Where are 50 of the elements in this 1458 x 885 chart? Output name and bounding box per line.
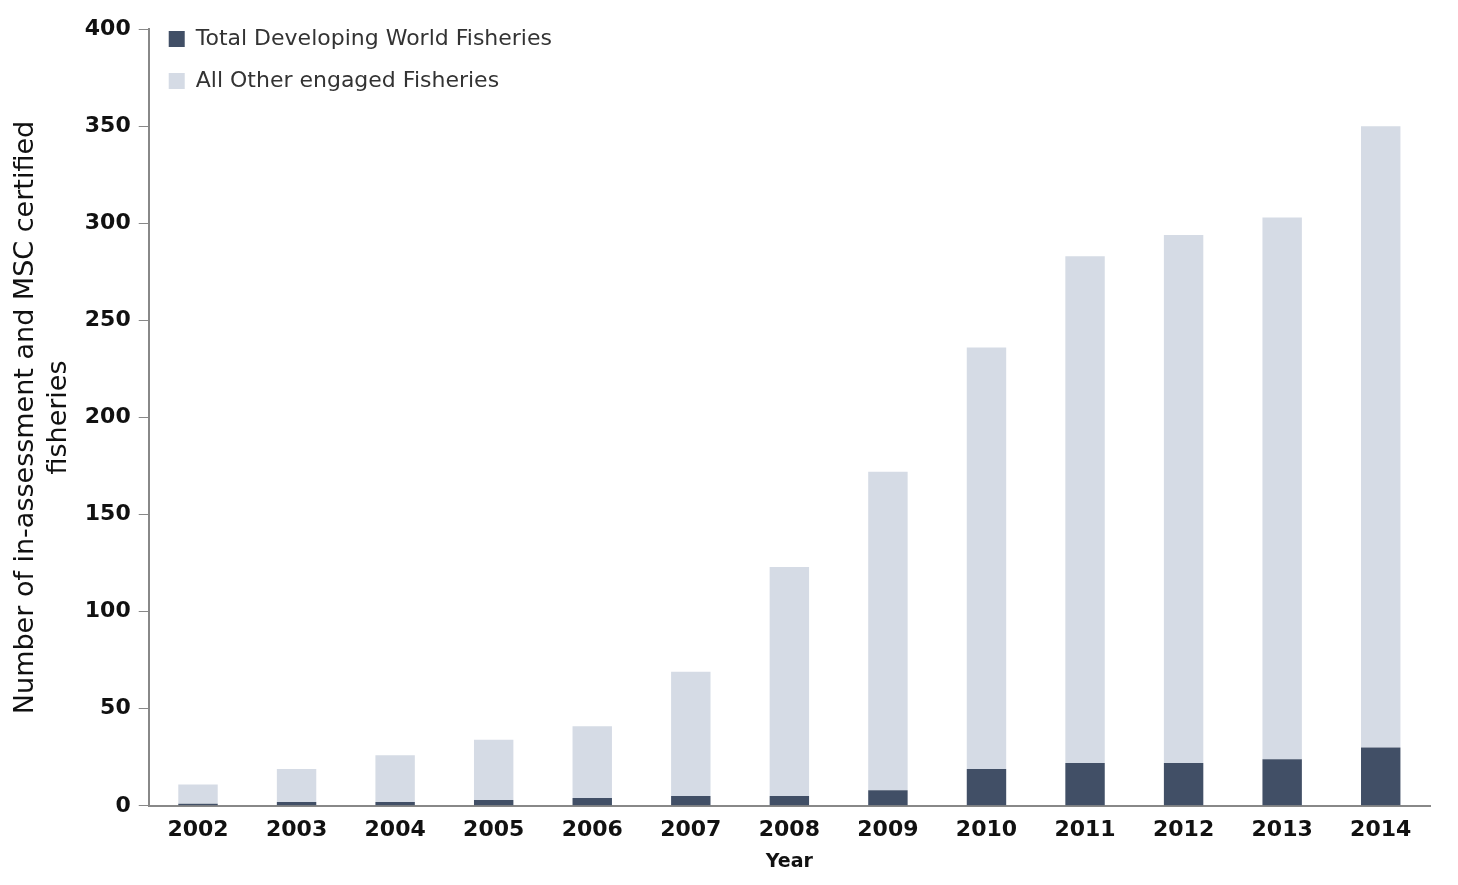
y-tick-label: 0 <box>115 791 131 817</box>
bar <box>1262 759 1302 806</box>
bar <box>1361 747 1401 806</box>
bar <box>769 567 810 797</box>
x-tick-label: 2013 <box>1251 815 1313 841</box>
bar <box>1065 763 1105 806</box>
bar <box>1262 217 1302 760</box>
bar <box>572 726 612 799</box>
x-tick-label: 2010 <box>955 815 1018 841</box>
bar <box>473 739 514 800</box>
bar <box>473 799 514 806</box>
bar <box>572 798 612 806</box>
x-axis-title: Year <box>764 848 814 871</box>
bar <box>868 790 908 806</box>
bar <box>1065 256 1105 764</box>
bar <box>671 796 711 806</box>
y-tick-label: 150 <box>84 500 131 526</box>
y-tick-label: 100 <box>84 597 131 623</box>
x-tick-label: 2005 <box>463 815 525 841</box>
legend-label: All Other engaged Fisheries <box>195 66 500 92</box>
bar <box>966 347 1007 769</box>
y-tick-label: 350 <box>84 111 131 137</box>
bar <box>671 671 711 797</box>
y-axis-title: Number of in-assessment and MSC certified fisheries <box>8 120 72 715</box>
bar <box>178 784 218 804</box>
x-tick-label: 2007 <box>660 815 722 841</box>
x-tick-label: 2002 <box>167 815 229 841</box>
bar <box>375 801 415 806</box>
y-tick-label: 50 <box>100 694 131 720</box>
bar <box>276 768 317 802</box>
legend-label: Total Developing World Fisheries <box>194 24 552 50</box>
y-tick-label: 400 <box>84 14 131 40</box>
x-tick-label: 2003 <box>265 815 328 841</box>
bar <box>1163 763 1204 806</box>
x-tick-label: 2009 <box>857 815 919 841</box>
bar <box>769 796 810 806</box>
x-tick-label: 2014 <box>1350 815 1412 841</box>
y-tick-label: 200 <box>84 403 131 429</box>
bar <box>375 755 415 802</box>
x-tick-label: 2011 <box>1054 815 1116 841</box>
x-tick-label: 2008 <box>758 815 820 841</box>
bar <box>868 471 908 791</box>
x-tick-label: 2004 <box>364 815 426 841</box>
bar <box>1361 126 1401 748</box>
bar <box>1163 235 1204 764</box>
x-tick-label: 2006 <box>561 815 623 841</box>
y-tick-label: 300 <box>84 209 131 235</box>
y-tick-label: 250 <box>84 306 131 332</box>
bar <box>966 768 1007 806</box>
x-tick-label: 2012 <box>1152 815 1215 841</box>
